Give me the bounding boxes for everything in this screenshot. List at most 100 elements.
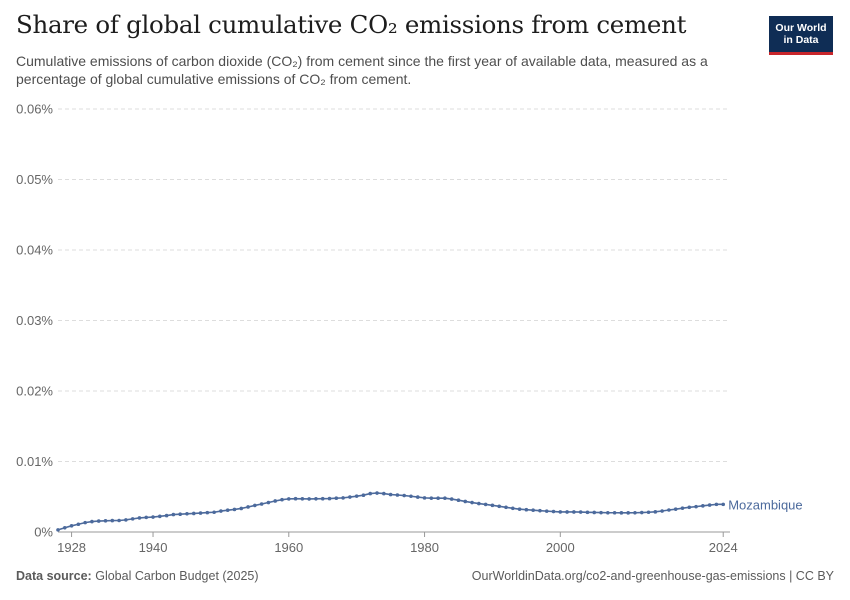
data-point[interactable]: [341, 496, 345, 500]
data-point[interactable]: [382, 491, 386, 496]
data-point[interactable]: [578, 510, 583, 514]
data-point[interactable]: [694, 504, 698, 509]
data-point[interactable]: [531, 508, 535, 513]
data-point[interactable]: [504, 505, 508, 510]
data-point[interactable]: [626, 511, 630, 515]
data-point[interactable]: [300, 496, 305, 501]
data-point[interactable]: [205, 510, 210, 515]
data-point[interactable]: [660, 509, 664, 513]
data-point[interactable]: [538, 508, 542, 513]
data-point[interactable]: [293, 496, 298, 501]
data-point[interactable]: [599, 510, 603, 515]
data-point[interactable]: [56, 528, 60, 532]
data-point[interactable]: [178, 512, 182, 517]
data-point[interactable]: [646, 510, 651, 515]
data-point[interactable]: [69, 523, 74, 528]
data-point[interactable]: [483, 502, 488, 507]
data-point[interactable]: [185, 512, 189, 516]
data-point[interactable]: [144, 515, 149, 520]
data-point[interactable]: [348, 495, 352, 499]
data-point[interactable]: [327, 496, 332, 501]
data-point[interactable]: [103, 518, 108, 523]
data-point[interactable]: [246, 505, 250, 509]
data-point[interactable]: [83, 520, 87, 525]
data-point[interactable]: [497, 504, 502, 509]
data-source-value[interactable]: Global Carbon Budget (2025): [95, 569, 259, 583]
data-point[interactable]: [701, 504, 705, 508]
data-point[interactable]: [456, 498, 461, 503]
data-point[interactable]: [90, 519, 94, 524]
data-point[interactable]: [286, 497, 291, 501]
data-point[interactable]: [551, 509, 556, 514]
data-point[interactable]: [415, 495, 420, 499]
data-point[interactable]: [232, 507, 237, 512]
data-point[interactable]: [375, 491, 379, 495]
data-point[interactable]: [266, 500, 271, 505]
data-point[interactable]: [422, 496, 427, 500]
data-point[interactable]: [320, 496, 325, 501]
data-point[interactable]: [361, 493, 366, 497]
data-point[interactable]: [96, 519, 101, 523]
data-point[interactable]: [171, 512, 176, 517]
data-point[interactable]: [687, 505, 692, 510]
data-point[interactable]: [667, 508, 671, 512]
data-point[interactable]: [62, 525, 67, 530]
data-point[interactable]: [110, 518, 115, 523]
data-point[interactable]: [191, 511, 196, 516]
data-point[interactable]: [714, 502, 719, 507]
data-point[interactable]: [212, 510, 216, 515]
data-point[interactable]: [707, 503, 712, 507]
data-point[interactable]: [354, 494, 359, 498]
data-point[interactable]: [449, 497, 454, 501]
data-point[interactable]: [388, 492, 393, 497]
data-point[interactable]: [402, 493, 406, 498]
data-point[interactable]: [443, 496, 447, 501]
data-point[interactable]: [225, 508, 230, 513]
data-point[interactable]: [198, 511, 203, 515]
data-point[interactable]: [280, 497, 284, 502]
data-point[interactable]: [137, 516, 142, 520]
data-point[interactable]: [117, 518, 121, 523]
data-point[interactable]: [151, 515, 155, 519]
data-point[interactable]: [158, 514, 162, 519]
data-point[interactable]: [517, 507, 522, 511]
data-point[interactable]: [334, 496, 339, 501]
data-point[interactable]: [680, 506, 685, 510]
data-point[interactable]: [565, 510, 569, 514]
series-label[interactable]: Mozambique: [728, 497, 802, 512]
data-point[interactable]: [259, 502, 264, 506]
data-point[interactable]: [463, 499, 468, 504]
data-point[interactable]: [510, 506, 515, 511]
data-point[interactable]: [619, 511, 624, 515]
data-point[interactable]: [307, 497, 311, 501]
data-point[interactable]: [124, 518, 128, 522]
data-point[interactable]: [368, 491, 373, 496]
data-point[interactable]: [544, 509, 549, 513]
data-point[interactable]: [239, 506, 244, 511]
data-point[interactable]: [273, 499, 278, 503]
owid-logo[interactable]: Our World in Data: [769, 16, 833, 55]
source-url[interactable]: OurWorldinData.org/co2-and-greenhouse-ga…: [471, 569, 834, 583]
data-point[interactable]: [592, 510, 597, 515]
data-point[interactable]: [76, 522, 81, 527]
data-point[interactable]: [219, 509, 223, 513]
data-point[interactable]: [606, 510, 610, 515]
data-point[interactable]: [673, 507, 678, 511]
data-point[interactable]: [721, 502, 726, 507]
data-point[interactable]: [395, 493, 400, 497]
data-point[interactable]: [633, 510, 637, 515]
data-point[interactable]: [572, 510, 576, 514]
data-point[interactable]: [490, 503, 495, 508]
data-point[interactable]: [524, 507, 529, 512]
data-point[interactable]: [558, 510, 563, 514]
data-point[interactable]: [585, 510, 590, 515]
data-point[interactable]: [130, 517, 135, 521]
data-point[interactable]: [409, 494, 413, 499]
data-point[interactable]: [470, 500, 474, 505]
data-point[interactable]: [314, 496, 318, 501]
data-point[interactable]: [429, 496, 434, 500]
data-point[interactable]: [639, 510, 644, 515]
data-point[interactable]: [477, 501, 481, 506]
series-line[interactable]: [57, 492, 724, 531]
data-point[interactable]: [436, 496, 440, 501]
